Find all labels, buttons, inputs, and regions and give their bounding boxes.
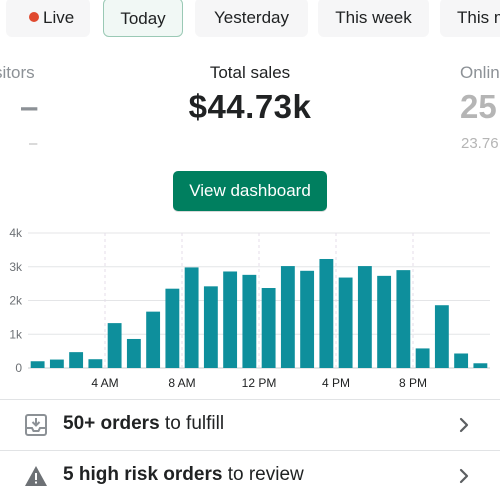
high-risk-orders-count: 5 high risk orders xyxy=(63,464,223,485)
high-risk-orders-row[interactable]: 5 high risk orders to review xyxy=(0,450,500,500)
fulfill-orders-row[interactable]: 50+ orders to fulfill xyxy=(0,399,500,449)
sales-bar[interactable] xyxy=(184,267,199,368)
x-tick-label: 4 PM xyxy=(322,376,350,390)
chevron-right-icon xyxy=(459,417,469,433)
sales-bar[interactable] xyxy=(223,271,238,368)
total-sales-value: $44.73k xyxy=(188,88,312,125)
tab-today[interactable]: Today xyxy=(103,0,183,37)
download-box-icon xyxy=(25,414,47,436)
sales-bar[interactable] xyxy=(261,288,276,368)
tab-yesterday-label: Yesterday xyxy=(214,8,289,27)
y-tick-label: 4k xyxy=(9,226,23,240)
view-dashboard-button[interactable]: View dashboard xyxy=(173,171,327,211)
sales-bar-chart[interactable]: 0 1k 2k 3k 4k 4 AM 8 AM 12 PM 4 PM 8 PM xyxy=(0,222,500,392)
fulfill-orders-count: 50+ orders xyxy=(63,413,160,434)
sales-bar[interactable] xyxy=(396,270,411,369)
chevron-right-icon xyxy=(459,468,469,484)
sales-bar[interactable] xyxy=(357,266,372,368)
x-tick-label: 8 PM xyxy=(399,376,427,390)
visitors-metric-value: – xyxy=(20,88,39,125)
sales-bar[interactable] xyxy=(107,323,122,368)
y-tick-label: 2k xyxy=(9,294,23,308)
sales-bar[interactable] xyxy=(242,274,257,368)
sales-bar[interactable] xyxy=(280,266,295,368)
tab-live-label: Live xyxy=(43,8,75,27)
live-status-dot xyxy=(29,12,39,22)
fulfill-orders-rest: to fulfill xyxy=(159,413,225,434)
tab-this-month[interactable]: This m xyxy=(440,0,500,37)
sales-bar[interactable] xyxy=(377,275,392,368)
high-risk-orders-rest: to review xyxy=(222,464,304,485)
tab-today-label: Today xyxy=(120,9,166,28)
online-metric-value: 25 xyxy=(460,88,497,125)
x-tick-label: 8 AM xyxy=(168,376,195,390)
sales-bar[interactable] xyxy=(126,338,141,368)
high-risk-orders-text: 5 high risk orders to review xyxy=(63,464,304,486)
warning-icon xyxy=(25,466,47,486)
sales-bar[interactable] xyxy=(88,359,103,368)
sales-bar[interactable] xyxy=(49,359,64,368)
y-tick-label: 0 xyxy=(15,361,22,375)
sales-bar[interactable] xyxy=(69,352,84,368)
sales-bar[interactable] xyxy=(319,258,334,368)
sales-bar[interactable] xyxy=(434,305,449,368)
tab-yesterday[interactable]: Yesterday xyxy=(195,0,308,37)
sales-bar[interactable] xyxy=(300,270,315,368)
date-range-tabs: Live Today Yesterday This week This m xyxy=(0,0,500,38)
online-metric-label: Onlin xyxy=(460,63,500,82)
x-tick-label: 12 PM xyxy=(242,376,277,390)
total-sales-label: Total sales xyxy=(209,63,291,82)
sales-bar[interactable] xyxy=(473,363,488,368)
online-metric-sub: 23.76 xyxy=(461,135,499,152)
sales-bar[interactable] xyxy=(338,277,353,368)
y-tick-label: 3k xyxy=(9,260,23,274)
sales-bar[interactable] xyxy=(30,361,45,368)
tab-this-week-label: This week xyxy=(335,8,412,27)
sales-bar[interactable] xyxy=(454,353,469,368)
tab-this-week[interactable]: This week xyxy=(318,0,429,37)
sales-bar[interactable] xyxy=(165,288,180,368)
sales-bar[interactable] xyxy=(415,348,430,368)
visitors-metric-sub: – xyxy=(29,135,38,152)
x-tick-label: 4 AM xyxy=(91,376,118,390)
y-tick-label: 1k xyxy=(9,327,23,341)
tab-live[interactable]: Live xyxy=(6,0,90,37)
fulfill-orders-text: 50+ orders to fulfill xyxy=(63,413,224,435)
sales-bar[interactable] xyxy=(203,286,218,368)
tab-this-month-label: This m xyxy=(457,8,500,27)
sales-bar[interactable] xyxy=(146,311,161,368)
